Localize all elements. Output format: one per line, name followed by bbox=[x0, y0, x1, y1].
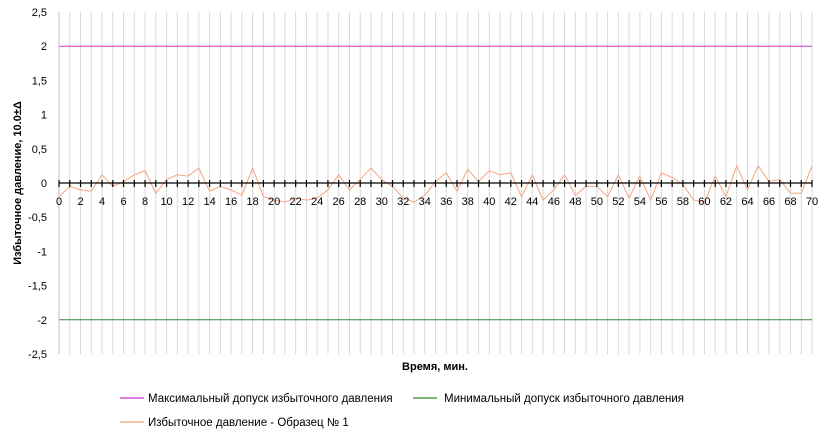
x-tick-label: 60 bbox=[698, 196, 710, 208]
y-tick-label: 2 bbox=[41, 41, 47, 53]
legend: Максимальный допуск избыточного давления… bbox=[120, 393, 684, 429]
y-axis-title: Избыточное давление, 10.0±Δ bbox=[12, 101, 24, 265]
x-tick-label: 20 bbox=[268, 196, 280, 208]
x-tick-label: 22 bbox=[290, 196, 302, 208]
y-tick-label: -1 bbox=[37, 246, 47, 258]
x-tick-label: 48 bbox=[569, 196, 581, 208]
x-tick-label: 24 bbox=[311, 196, 323, 208]
x-tick-label: 70 bbox=[806, 196, 818, 208]
x-tick-label: 34 bbox=[419, 196, 431, 208]
y-tick-label: 0 bbox=[41, 178, 47, 190]
x-tick-label: 16 bbox=[225, 196, 237, 208]
x-tick-label: 18 bbox=[247, 196, 259, 208]
y-tick-label: -2,5 bbox=[28, 349, 47, 361]
x-tick-label: 36 bbox=[440, 196, 452, 208]
legend-label-1: Максимальный допуск избыточного давления bbox=[148, 393, 393, 405]
x-tick-label: 14 bbox=[203, 196, 215, 208]
x-axis-title: Время, мин. bbox=[402, 361, 468, 373]
x-tick-label: 66 bbox=[763, 196, 775, 208]
legend-label-2: Минимальный допуск избыточного давления bbox=[444, 393, 684, 405]
y-tick-label: 1,5 bbox=[32, 75, 47, 87]
x-tick-label: 28 bbox=[354, 196, 366, 208]
x-tick-label: 32 bbox=[397, 196, 409, 208]
x-tick-label: 58 bbox=[677, 196, 689, 208]
x-tick-label: 10 bbox=[160, 196, 172, 208]
y-tick-label: -2 bbox=[37, 315, 47, 327]
x-tick-label: 68 bbox=[784, 196, 796, 208]
y-tick-label: -1,5 bbox=[28, 281, 47, 293]
x-tick-label: 62 bbox=[720, 196, 732, 208]
y-tick-label: 2,5 bbox=[32, 7, 47, 19]
x-tick-label: 2 bbox=[77, 196, 83, 208]
x-tick-label: 52 bbox=[612, 196, 624, 208]
x-tick-label: 8 bbox=[142, 196, 148, 208]
x-tick-label: 0 bbox=[56, 196, 62, 208]
axes: 2,521,510,50-0,5-1-1,5-2-2,50 2 4 6 8 10 12 14 1… bbox=[28, 7, 818, 361]
x-tick-label: 38 bbox=[462, 196, 474, 208]
x-tick-label: 40 bbox=[483, 196, 495, 208]
x-tick-label: 12 bbox=[182, 196, 194, 208]
x-tick-label: 26 bbox=[333, 196, 345, 208]
x-tick-label: 64 bbox=[741, 196, 753, 208]
y-tick-label: -0,5 bbox=[28, 212, 47, 224]
x-tick-label: 46 bbox=[548, 196, 560, 208]
y-tick-label: 1 bbox=[41, 110, 47, 122]
x-tick-label: 6 bbox=[120, 196, 126, 208]
x-tick-label: 50 bbox=[591, 196, 603, 208]
x-tick-label: 42 bbox=[505, 196, 517, 208]
x-tick-label: 30 bbox=[376, 196, 388, 208]
x-tick-label: 56 bbox=[655, 196, 667, 208]
x-tick-label: 4 bbox=[99, 196, 105, 208]
x-tick-label: 44 bbox=[526, 196, 538, 208]
legend-label-3: Избыточное давление - Образец № 1 bbox=[148, 417, 349, 429]
y-tick-label: 0,5 bbox=[32, 144, 47, 156]
x-tick-label: 54 bbox=[634, 196, 646, 208]
